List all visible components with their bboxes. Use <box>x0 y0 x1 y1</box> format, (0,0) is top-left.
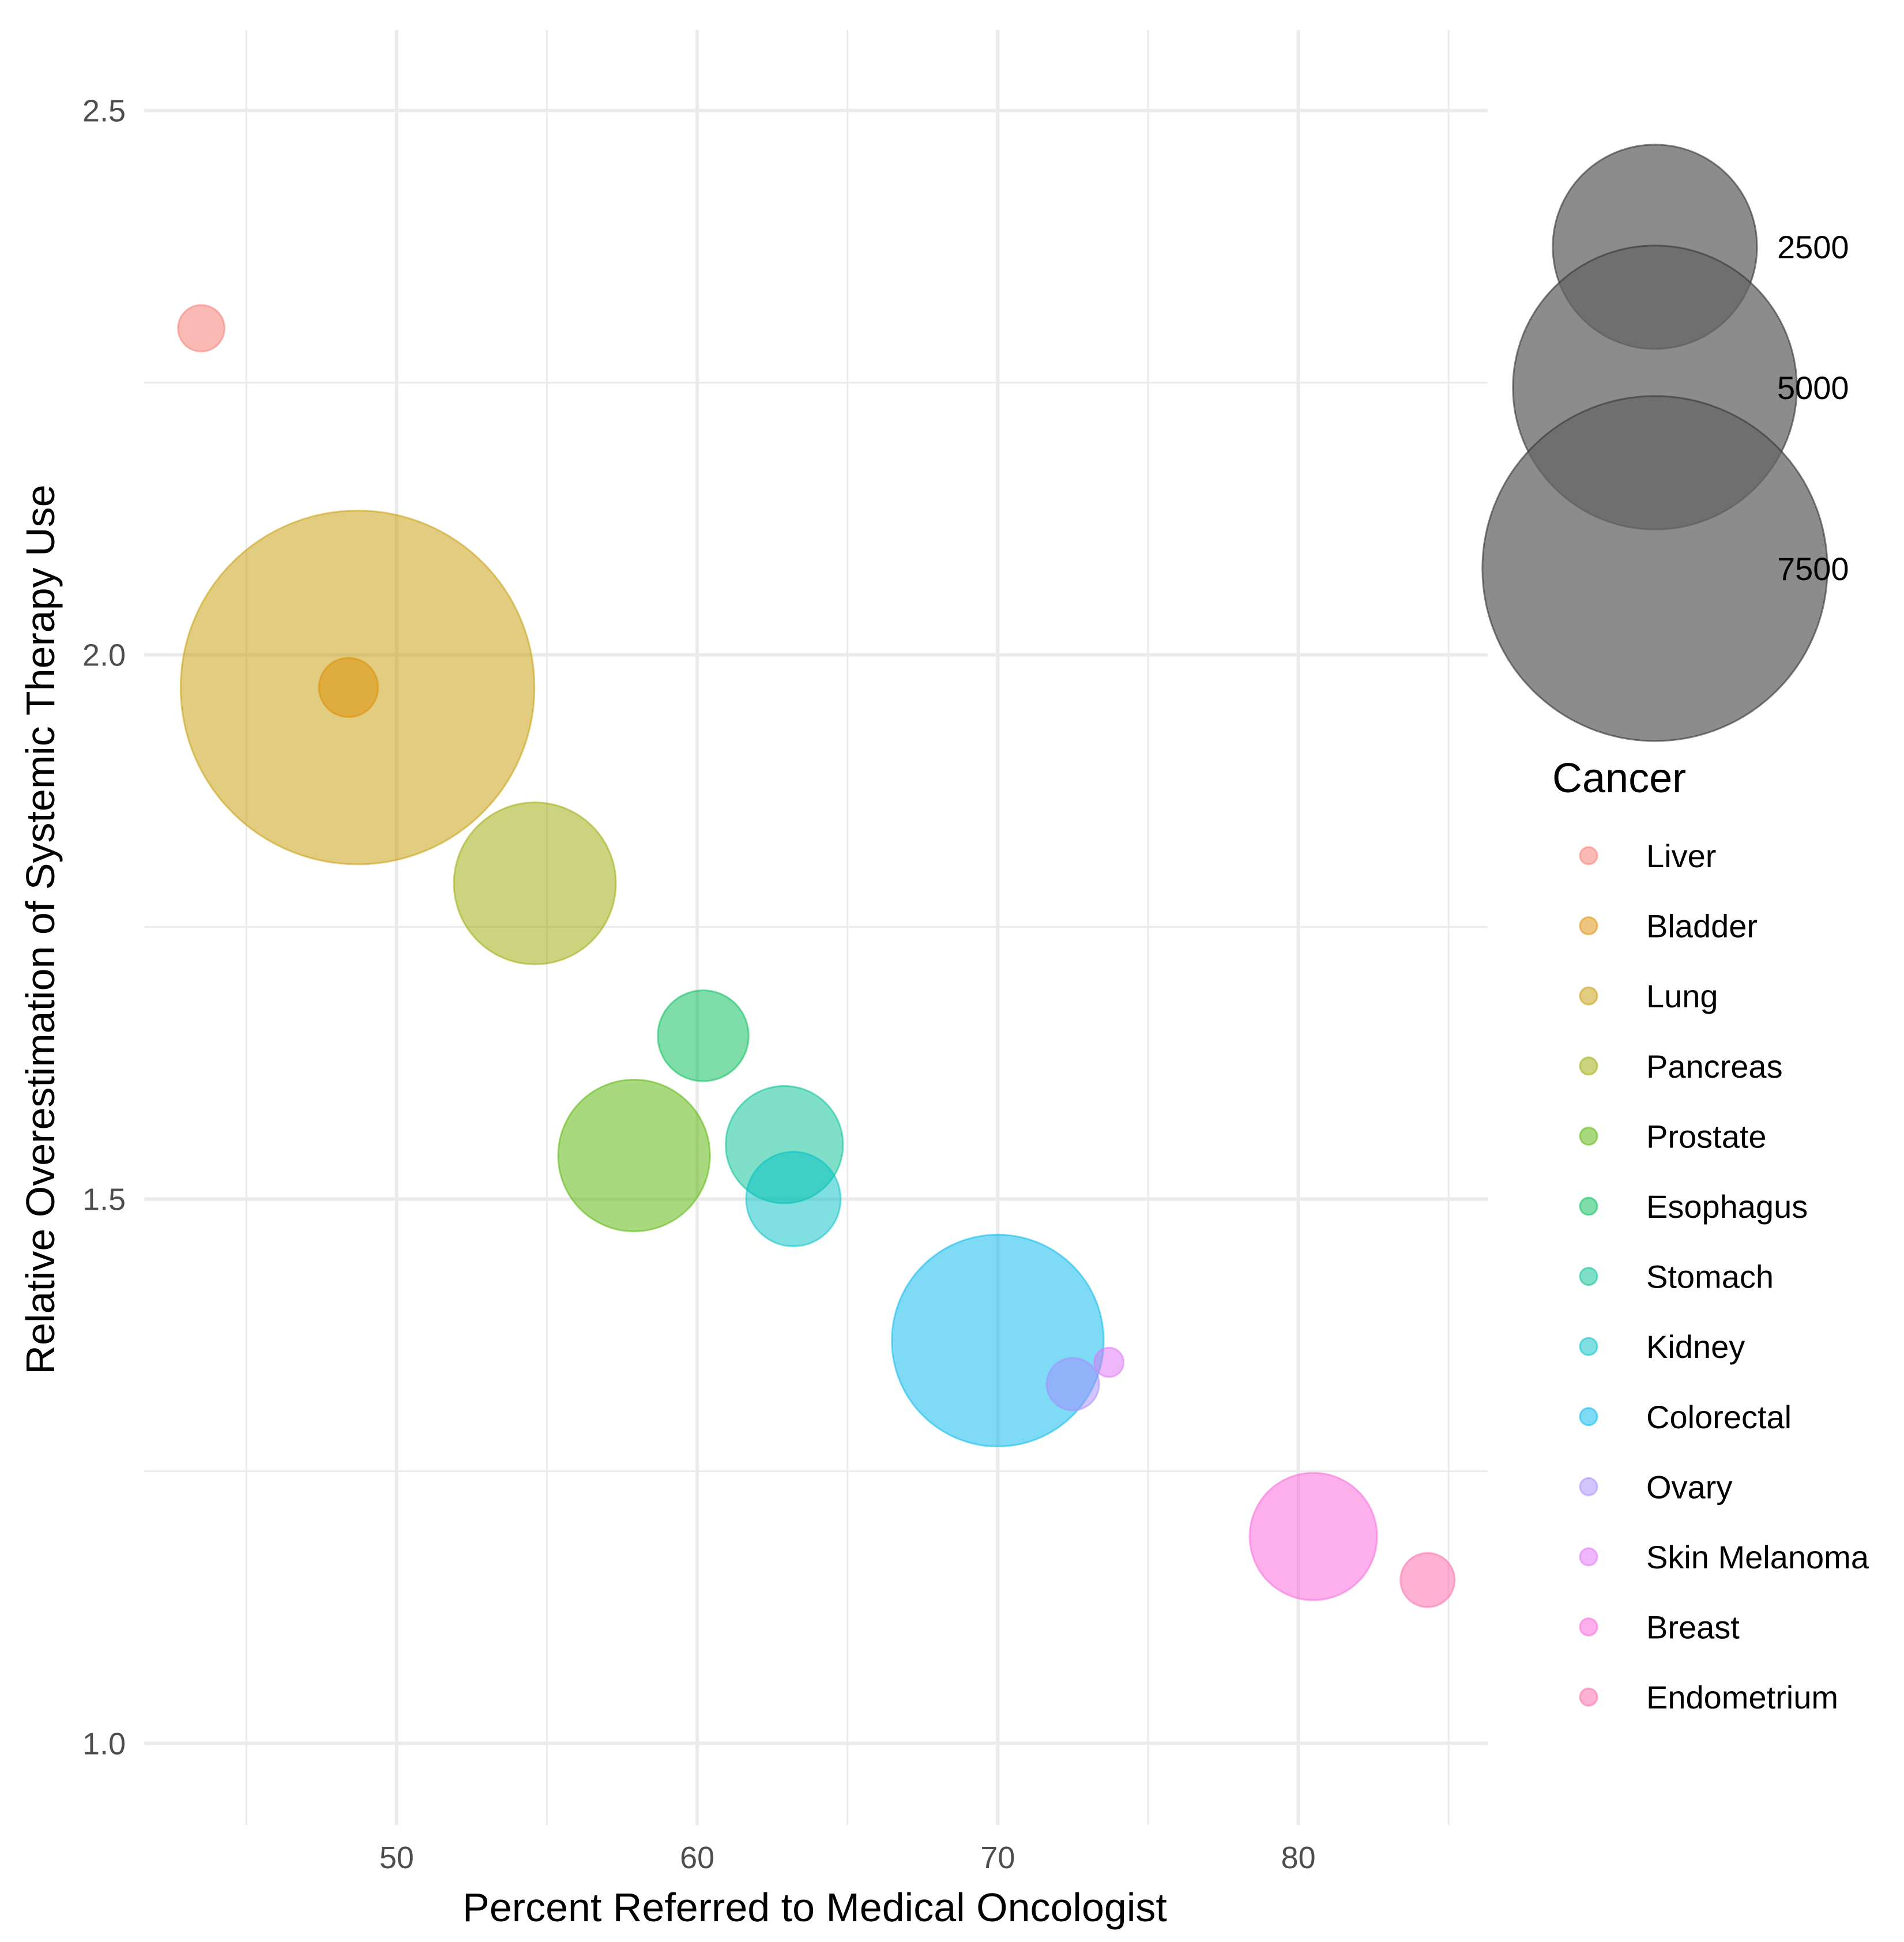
x-axis-ticks: 50 60 70 80 <box>379 1841 1316 1875</box>
bubble-ovary <box>1045 1357 1100 1412</box>
size-legend-label: 5000 <box>1777 370 1849 406</box>
y-axis-title: Relative Overestimation of Systemic Ther… <box>18 484 63 1374</box>
bubble-pancreas <box>453 801 617 965</box>
y-tick-label: 1.0 <box>82 1726 126 1761</box>
bubble-prostate <box>557 1078 711 1233</box>
legend-key-skin-melanoma <box>1579 1547 1598 1567</box>
legend-label: Skin Melanoma <box>1646 1539 1869 1575</box>
bubble-kidney <box>745 1151 842 1247</box>
size-legend-label: 7500 <box>1777 551 1849 587</box>
bubble-endometrium <box>1399 1552 1456 1608</box>
x-tick-label: 80 <box>1281 1841 1316 1875</box>
legend-label: Esophagus <box>1646 1188 1808 1225</box>
legend-key-esophagus <box>1579 1196 1598 1216</box>
legend-key-stomach <box>1579 1267 1598 1286</box>
legend-key-prostate <box>1579 1126 1598 1146</box>
legend-label: Endometrium <box>1646 1679 1838 1715</box>
color-legend-title: Cancer <box>1552 755 1686 801</box>
legend-label: Kidney <box>1646 1328 1745 1365</box>
legend-key-bladder <box>1579 916 1598 936</box>
bubble-bladder <box>318 657 379 718</box>
legend-label: Ovary <box>1646 1469 1732 1505</box>
bubble-breast <box>1248 1471 1378 1601</box>
bubble-colorectal <box>891 1233 1105 1448</box>
y-tick-label: 1.5 <box>82 1183 126 1217</box>
y-tick-label: 2.5 <box>82 94 126 129</box>
size-legend-label: 2500 <box>1777 229 1849 265</box>
legend-key-lung <box>1579 986 1598 1006</box>
legend-label: Stomach <box>1646 1259 1774 1295</box>
legend-key-colorectal <box>1579 1407 1598 1427</box>
legend-key-breast <box>1579 1617 1598 1637</box>
bubble-esophagus <box>657 989 750 1082</box>
size-legend-key <box>1481 395 1828 742</box>
bubble-skin-melanoma <box>1093 1346 1125 1378</box>
color-legend: Cancer Liver Bladder Lung Pancreas Prostate E… <box>1552 755 1869 1715</box>
size-legend: 2500 5000 7500 <box>1481 144 1849 742</box>
data-points <box>177 304 1456 1608</box>
legend-label: Bladder <box>1646 908 1758 944</box>
x-tick-label: 70 <box>980 1841 1015 1875</box>
x-axis-title: Percent Referred to Medical Oncologist <box>462 1885 1167 1930</box>
x-tick-label: 60 <box>680 1841 714 1875</box>
legend-label: Lung <box>1646 978 1718 1014</box>
legend-key-liver <box>1579 846 1598 865</box>
legend-label: Prostate <box>1646 1118 1767 1154</box>
x-tick-label: 50 <box>379 1841 414 1875</box>
legend-label: Pancreas <box>1646 1048 1783 1085</box>
bubble-liver <box>177 304 225 353</box>
y-tick-label: 2.0 <box>82 638 126 673</box>
legend-label: Colorectal <box>1646 1399 1792 1435</box>
legend-key-pancreas <box>1579 1056 1598 1076</box>
legend-label: Liver <box>1646 838 1716 874</box>
legend-key-kidney <box>1579 1337 1598 1356</box>
legend-label: Breast <box>1646 1609 1740 1646</box>
legend-key-ovary <box>1579 1477 1598 1496</box>
legend-key-endometrium <box>1579 1687 1598 1707</box>
y-axis-ticks: 1.0 1.5 2.0 2.5 <box>82 94 126 1762</box>
